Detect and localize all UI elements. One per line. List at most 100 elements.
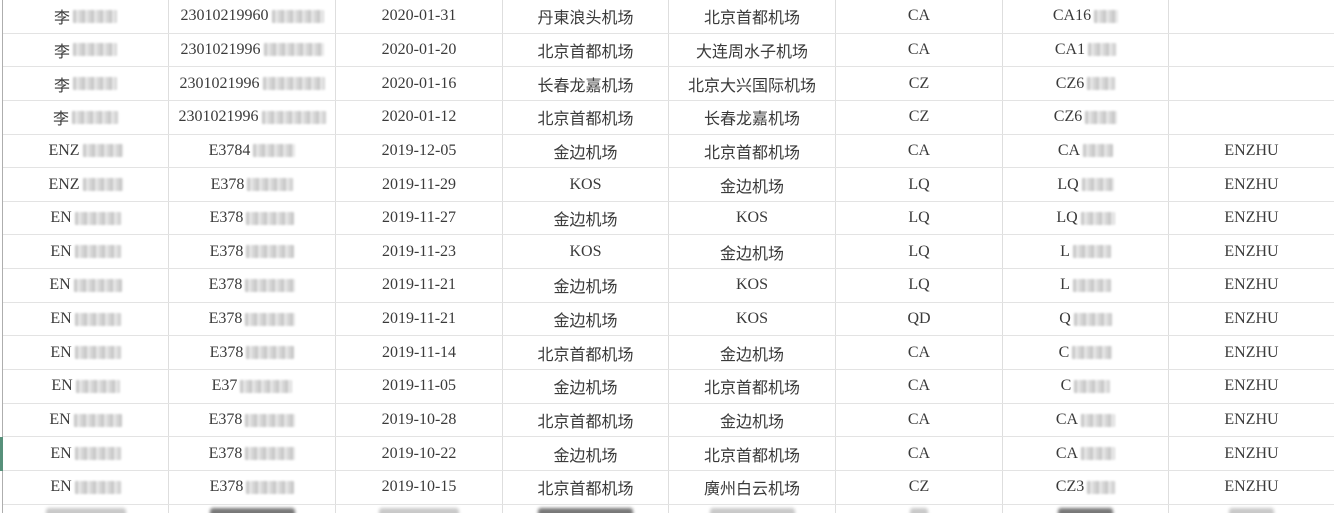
cell-departure-airport[interactable]: 金边机场 bbox=[503, 201, 669, 235]
cell-airline-code[interactable]: QD bbox=[836, 302, 1003, 336]
cell-flight-date[interactable]: 2019-11-14 bbox=[336, 336, 503, 370]
cell-flight-number[interactable]: CZ6 bbox=[1003, 100, 1169, 134]
cell-arrival-airport[interactable]: 金边机场 bbox=[669, 235, 836, 269]
cell-flight-number[interactable]: LQ bbox=[1003, 168, 1169, 201]
cell-arrival-airport[interactable]: 长春龙嘉机场 bbox=[669, 100, 836, 134]
cell-traveler-name[interactable] bbox=[1169, 34, 1334, 67]
cell-departure-airport[interactable]: KOS bbox=[503, 235, 669, 269]
cell-passenger-name[interactable]: ENZ bbox=[3, 134, 169, 168]
cell-flight-number[interactable]: CA16 bbox=[1003, 0, 1169, 33]
cell-flight-date[interactable]: 2019-12-05 bbox=[336, 134, 503, 168]
cell-traveler-name[interactable] bbox=[1169, 101, 1334, 134]
cell-departure-airport[interactable]: 金边机场 bbox=[503, 134, 669, 168]
cell-flight-number[interactable]: CZ3 bbox=[1003, 470, 1169, 504]
cell-flight-date[interactable]: 2019-11-27 bbox=[336, 201, 503, 235]
cell-document-number[interactable]: E378 bbox=[169, 269, 336, 302]
cell-document-number[interactable]: E37 bbox=[169, 370, 336, 403]
cell-arrival-airport[interactable]: 北京首都机场 bbox=[669, 0, 836, 33]
cell-document-number[interactable]: 2301021996 bbox=[169, 67, 336, 100]
cell-document-number[interactable]: E378 bbox=[169, 235, 336, 269]
partial-cell[interactable] bbox=[1169, 505, 1334, 513]
cell-flight-number[interactable]: Q bbox=[1003, 302, 1169, 336]
cell-traveler-name[interactable]: ENZHU bbox=[1169, 269, 1334, 302]
cell-airline-code[interactable]: CA bbox=[836, 437, 1003, 470]
cell-arrival-airport[interactable]: 金边机场 bbox=[669, 168, 836, 201]
cell-flight-date[interactable]: 2019-11-23 bbox=[336, 235, 503, 269]
cell-document-number[interactable]: E378 bbox=[169, 302, 336, 336]
cell-airline-code[interactable]: CA bbox=[836, 336, 1003, 370]
cell-traveler-name[interactable]: ENZHU bbox=[1169, 370, 1334, 403]
cell-passenger-name[interactable]: EN bbox=[3, 336, 169, 370]
cell-flight-number[interactable]: C bbox=[1003, 370, 1169, 403]
cell-departure-airport[interactable]: 长春龙嘉机场 bbox=[503, 67, 669, 100]
cell-airline-code[interactable]: CA bbox=[836, 403, 1003, 437]
cell-flight-number[interactable]: L bbox=[1003, 235, 1169, 269]
cell-airline-code[interactable]: LQ bbox=[836, 201, 1003, 235]
cell-passenger-name[interactable]: EN bbox=[3, 235, 169, 269]
cell-departure-airport[interactable]: 丹東浪头机场 bbox=[503, 0, 669, 33]
cell-document-number[interactable]: E378 bbox=[169, 168, 336, 201]
cell-traveler-name[interactable]: ENZHU bbox=[1169, 235, 1334, 268]
cell-flight-number[interactable]: LQ bbox=[1003, 201, 1169, 235]
cell-airline-code[interactable]: CZ bbox=[836, 100, 1003, 134]
cell-arrival-airport[interactable]: 金边机场 bbox=[669, 336, 836, 370]
cell-departure-airport[interactable]: 北京首都机场 bbox=[503, 470, 669, 504]
cell-document-number[interactable]: E378 bbox=[169, 201, 336, 235]
cell-airline-code[interactable]: CA bbox=[836, 134, 1003, 168]
cell-flight-number[interactable]: C bbox=[1003, 336, 1169, 370]
cell-traveler-name[interactable] bbox=[1169, 67, 1334, 100]
partial-cell[interactable] bbox=[1003, 504, 1169, 513]
cell-flight-date[interactable]: 2020-01-31 bbox=[336, 0, 503, 33]
cell-passenger-name[interactable]: 李 bbox=[3, 100, 169, 134]
cell-departure-airport[interactable]: 北京首都机场 bbox=[503, 403, 669, 437]
cell-passenger-name[interactable]: EN bbox=[3, 201, 169, 235]
cell-passenger-name[interactable]: EN bbox=[3, 370, 169, 403]
cell-traveler-name[interactable] bbox=[1169, 0, 1334, 33]
partial-cell[interactable] bbox=[836, 504, 1003, 513]
cell-flight-number[interactable]: CA1 bbox=[1003, 33, 1169, 67]
cell-arrival-airport[interactable]: 北京大兴国际机场 bbox=[669, 67, 836, 100]
cell-traveler-name[interactable]: ENZHU bbox=[1169, 404, 1334, 437]
cell-passenger-name[interactable]: EN bbox=[3, 302, 169, 336]
cell-airline-code[interactable]: CZ bbox=[836, 470, 1003, 504]
cell-flight-number[interactable]: CZ6 bbox=[1003, 67, 1169, 100]
cell-departure-airport[interactable]: 金边机场 bbox=[503, 302, 669, 336]
cell-airline-code[interactable]: CA bbox=[836, 0, 1003, 33]
cell-arrival-airport[interactable]: KOS bbox=[669, 269, 836, 302]
cell-airline-code[interactable]: LQ bbox=[836, 269, 1003, 302]
cell-flight-date[interactable]: 2019-10-15 bbox=[336, 470, 503, 504]
cell-flight-date[interactable]: 2019-11-21 bbox=[336, 269, 503, 302]
cell-departure-airport[interactable]: 金边机场 bbox=[503, 269, 669, 302]
cell-passenger-name[interactable]: EN bbox=[3, 403, 169, 437]
cell-departure-airport[interactable]: 金边机场 bbox=[503, 437, 669, 470]
cell-document-number[interactable]: E378 bbox=[169, 470, 336, 504]
cell-departure-airport[interactable]: 北京首都机场 bbox=[503, 100, 669, 134]
cell-arrival-airport[interactable]: 北京首都机场 bbox=[669, 437, 836, 470]
cell-document-number[interactable]: E378 bbox=[169, 403, 336, 437]
cell-airline-code[interactable]: LQ bbox=[836, 235, 1003, 269]
cell-flight-date[interactable]: 2020-01-12 bbox=[336, 100, 503, 134]
cell-arrival-airport[interactable]: 廣州白云机场 bbox=[669, 470, 836, 504]
cell-departure-airport[interactable]: KOS bbox=[503, 168, 669, 201]
cell-flight-date[interactable]: 2020-01-16 bbox=[336, 67, 503, 100]
cell-document-number[interactable]: 2301021996 bbox=[169, 100, 336, 134]
cell-flight-number[interactable]: L bbox=[1003, 269, 1169, 302]
partial-cell[interactable] bbox=[336, 504, 503, 513]
cell-passenger-name[interactable]: 李 bbox=[3, 33, 169, 67]
cell-flight-date[interactable]: 2019-11-05 bbox=[336, 370, 503, 403]
cell-airline-code[interactable]: CA bbox=[836, 370, 1003, 403]
partial-cell[interactable] bbox=[669, 504, 836, 513]
cell-traveler-name[interactable]: ENZHU bbox=[1169, 303, 1334, 336]
cell-departure-airport[interactable]: 北京首都机场 bbox=[503, 336, 669, 370]
cell-traveler-name[interactable]: ENZHU bbox=[1169, 168, 1334, 201]
cell-passenger-name[interactable]: EN bbox=[3, 269, 169, 302]
cell-arrival-airport[interactable]: 大连周水子机场 bbox=[669, 33, 836, 67]
cell-document-number[interactable]: E378 bbox=[169, 437, 336, 470]
cell-flight-number[interactable]: CA bbox=[1003, 437, 1169, 470]
cell-passenger-name[interactable]: 李 bbox=[3, 67, 169, 100]
cell-document-number[interactable]: E378 bbox=[169, 336, 336, 370]
cell-flight-date[interactable]: 2019-11-21 bbox=[336, 302, 503, 336]
cell-departure-airport[interactable]: 金边机场 bbox=[503, 370, 669, 403]
cell-arrival-airport[interactable]: 北京首都机场 bbox=[669, 370, 836, 403]
cell-passenger-name[interactable]: EN bbox=[3, 437, 169, 470]
